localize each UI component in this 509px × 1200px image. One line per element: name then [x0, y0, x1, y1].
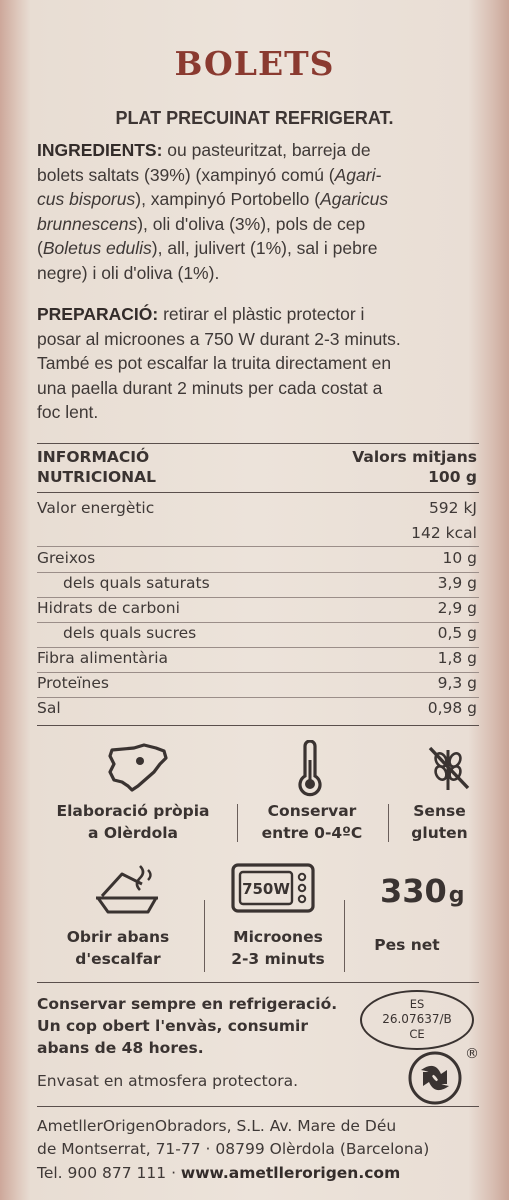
ingredients-line: negre) i oli d'oliva (1%). — [37, 262, 220, 283]
nutrition-title-1: INFORMACIÓ — [37, 448, 150, 466]
preparation-line: També es pot escalfar la truita directam… — [37, 353, 392, 373]
badge-separator — [237, 804, 238, 842]
ingredients-block: INGREDIENTS: ou pasteuritzat, barreja de… — [37, 138, 477, 285]
nutrition-divider — [37, 672, 479, 673]
packaging-note: Envasat en atmosfera protectora. — [37, 1072, 299, 1090]
nutrition-top-rule — [37, 443, 479, 444]
ingredients-label: INGREDIENTS: — [37, 140, 163, 160]
badge-separator — [204, 900, 205, 972]
nutrition-row: Sal 0,98 g — [37, 699, 477, 717]
preparation-line: una paella durant 2 minuts per cada cost… — [37, 377, 383, 398]
nutrition-column-title: Valors mitjans — [352, 448, 477, 466]
nutrition-row: dels quals saturats 3,9 g — [63, 574, 477, 592]
nutrition-row: Fibra alimentària 1,8 g — [37, 649, 477, 667]
nutrition-row: 142 kcal — [411, 524, 477, 542]
origin-badge-label: Elaboració pròpia a Olèrdola — [56, 802, 210, 842]
website-link[interactable]: www.ametllerorigen.com — [180, 1164, 401, 1182]
catalonia-map-icon — [108, 743, 168, 792]
microwave-icon: 750W — [231, 863, 315, 913]
phone-number: Tel. 900 877 111 · — [37, 1164, 181, 1182]
nutrition-divider — [37, 597, 479, 598]
company-contact: Tel. 900 877 111 · www.ametllerorigen.co… — [37, 1164, 400, 1182]
preparation-line: posar al microones a 750 W durant 2-3 mi… — [37, 328, 401, 349]
nutrition-divider — [37, 546, 479, 547]
ingredients-line: cus bisporus), xampinyó Portobello (Agar… — [37, 189, 389, 209]
ingredients-line: (Boletus edulis), all, julivert (1%), sa… — [37, 238, 378, 258]
registered-mark: ® — [465, 1046, 479, 1062]
open-tray-icon — [96, 865, 158, 914]
nutrition-title-2: NUTRICIONAL — [37, 468, 156, 486]
ingredients-line: brunnescens), oli d'oliva (3%), pols de … — [37, 213, 366, 234]
preparation-line: foc lent. — [37, 402, 99, 422]
gluten-badge-label: Sense gluten — [411, 802, 468, 842]
badge-separator — [388, 804, 389, 842]
preparation-label: PREPARACIÓ: — [37, 304, 159, 324]
weight-badge-label: Pes net — [374, 936, 440, 954]
preparation-line: PREPARACIÓ: retirar el plàstic protector… — [37, 304, 365, 324]
storage-note: Conservar sempre en refrigeració. Un cop… — [37, 995, 338, 1057]
ingredients-line: bolets saltats (39%) (xampinyó comú (Aga… — [37, 164, 382, 185]
nutrition-row: Hidrats de carboni 2,9 g — [37, 599, 477, 617]
company-address: AmetllerOrigenObradors, S.L. Av. Mare de… — [37, 1117, 430, 1158]
nutrition-header-rule — [37, 492, 479, 493]
badge-separator — [344, 900, 345, 972]
microwave-badge-label: Microones 2-3 minuts — [231, 928, 325, 968]
preparation-block: PREPARACIÓ: retirar el plàstic protector… — [37, 302, 477, 425]
thermometer-icon — [298, 740, 322, 797]
storage-top-rule — [37, 982, 479, 983]
ingredients-line: INGREDIENTS: ou pasteuritzat, barreja de — [37, 140, 371, 160]
nutrition-row: Greixos 10 g — [37, 549, 477, 567]
nutrition-divider — [37, 572, 479, 573]
nutrition-row: Proteïnes 9,3 g — [37, 674, 477, 692]
green-dot-recycling-icon — [408, 1051, 462, 1105]
footer-top-rule — [37, 1106, 479, 1107]
open-badge-label: Obrir abans d'escalfar — [66, 928, 170, 968]
label-panel: BOLETS PLAT PRECUINAT REFRIGERAT. INGRED… — [22, 0, 487, 1200]
health-mark: ES 26.07637/B CE — [360, 990, 474, 1050]
net-weight: 330g — [380, 872, 465, 910]
nutrition-bottom-rule — [37, 725, 479, 726]
nutrition-column-unit: 100 g — [428, 468, 477, 486]
nutrition-divider — [37, 647, 479, 648]
nutrition-row: dels quals sucres 0,5 g — [63, 624, 477, 642]
product-subtitle: PLAT PRECUINAT REFRIGERAT. — [115, 108, 394, 128]
microwave-power-text: 750W — [242, 880, 290, 898]
no-gluten-icon — [428, 746, 470, 790]
product-title: BOLETS — [174, 44, 335, 83]
nutrition-row: Valor energètic 592 kJ — [37, 499, 477, 517]
nutrition-divider — [37, 622, 479, 623]
storage-badge-label: Conservar entre 0-4ºC — [261, 802, 363, 842]
nutrition-divider — [37, 697, 479, 698]
